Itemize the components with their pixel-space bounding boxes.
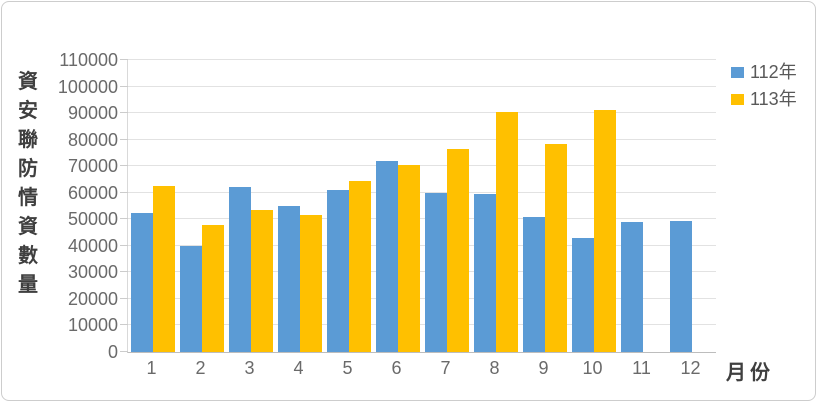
gridline [128, 271, 716, 273]
bar-113年-month-6 [397, 165, 420, 352]
y-tick-label: 40000 [67, 235, 118, 256]
y-axis-title: 資安聯防情資數量 [18, 71, 38, 296]
y-tick-label: 50000 [67, 209, 118, 230]
month-group-9 [520, 60, 569, 352]
month-group-1 [128, 60, 177, 352]
gridline [128, 85, 716, 87]
legend-swatch-113-icon [731, 93, 744, 105]
legend-label-113: 113年 [750, 89, 797, 109]
y-tick-mark [120, 59, 128, 60]
y-tick-label: 90000 [67, 103, 118, 124]
x-tick-label: 8 [489, 358, 500, 378]
gridline [128, 138, 716, 140]
bar-113年-month-2 [201, 225, 224, 352]
x-tick-label: 9 [538, 358, 549, 378]
month-group-5 [324, 60, 373, 352]
gridline [128, 297, 716, 299]
bar-112年-month-7 [424, 193, 447, 352]
x-tick-label: 10 [582, 358, 603, 378]
x-tick-label: 2 [195, 358, 206, 378]
gridline [128, 165, 716, 167]
legend-item-112: 112年 [731, 62, 797, 82]
bar-112年-month-5 [326, 190, 349, 352]
bar-112年-month-9 [522, 217, 545, 352]
y-tick-label: 70000 [67, 156, 118, 177]
y-tick-mark [120, 297, 128, 299]
y-tick-mark [120, 85, 128, 87]
y-tick-label: 60000 [67, 182, 118, 203]
gridline [128, 324, 716, 326]
bar-112年-month-8 [473, 194, 496, 352]
month-group-7 [422, 60, 471, 352]
bar-113年-month-8 [495, 112, 518, 352]
legend-swatch-112-icon [731, 66, 744, 78]
bar-113年-month-10 [593, 110, 616, 352]
bar-112年-month-10 [571, 238, 594, 352]
y-tick-label: 10000 [67, 315, 118, 336]
x-tick-label: 7 [440, 358, 451, 378]
gridline [128, 218, 716, 220]
legend: 112年 113年 [731, 62, 797, 109]
y-tick-label: 20000 [67, 288, 118, 309]
x-tick-label: 1 [146, 358, 157, 378]
y-tick-mark [120, 324, 128, 326]
bar-112年-month-11 [620, 222, 643, 352]
month-group-12 [667, 60, 716, 352]
y-tick-label: 0 [107, 342, 118, 362]
x-tick-label: 6 [391, 358, 402, 378]
plot-area [120, 59, 716, 353]
y-tick-label: 30000 [67, 262, 118, 283]
y-tick-mark [120, 244, 128, 246]
x-tick-label: 11 [632, 358, 651, 378]
y-tick-mark [120, 218, 128, 220]
y-tick-mark [120, 165, 128, 167]
x-tick-label: 3 [244, 358, 255, 378]
month-group-10 [569, 60, 618, 352]
x-tick-label: 12 [680, 358, 701, 378]
month-group-2 [177, 60, 226, 352]
gridline [128, 59, 716, 60]
legend-item-113: 113年 [731, 89, 797, 109]
y-axis-tick-labels: 0 10000 20000 30000 40000 50000 60000 70000 8000… [42, 50, 118, 362]
y-tick-mark [120, 351, 128, 352]
bar-112年-month-4 [277, 206, 300, 352]
bar-113年-month-4 [299, 215, 322, 352]
x-tick-label: 5 [342, 358, 353, 378]
bar-113年-month-3 [250, 210, 273, 352]
gridline [128, 191, 716, 193]
y-tick-label: 80000 [67, 129, 118, 150]
legend-label-112: 112年 [750, 62, 797, 82]
bar-112年-month-3 [228, 187, 251, 352]
month-group-11 [618, 60, 667, 352]
y-tick-label: 110000 [59, 50, 118, 70]
bar-112年-month-12 [669, 221, 692, 352]
bar-113年-month-7 [446, 149, 469, 352]
month-group-4 [275, 60, 324, 352]
x-axis-title: 月份 [726, 362, 774, 384]
gridline [128, 244, 716, 246]
bar-112年-month-1 [130, 213, 153, 352]
bar-112年-month-2 [179, 246, 202, 352]
month-group-3 [226, 60, 275, 352]
x-axis-tick-labels: 1 2 3 4 5 6 7 8 9 10 11 12 [127, 358, 715, 379]
month-group-6 [373, 60, 422, 352]
bar-113年-month-1 [152, 186, 175, 352]
y-tick-mark [120, 191, 128, 193]
bar-113年-month-5 [348, 181, 371, 352]
bar-113年-month-9 [544, 144, 567, 352]
y-tick-mark [120, 138, 128, 140]
bar-series-container [128, 60, 716, 352]
y-tick-label: 100000 [57, 76, 118, 97]
bar-112年-month-6 [375, 161, 398, 352]
y-tick-mark [120, 271, 128, 273]
x-tick-label: 4 [293, 358, 304, 378]
y-tick-mark [120, 112, 128, 114]
month-group-8 [471, 60, 520, 352]
gridline [128, 112, 716, 114]
